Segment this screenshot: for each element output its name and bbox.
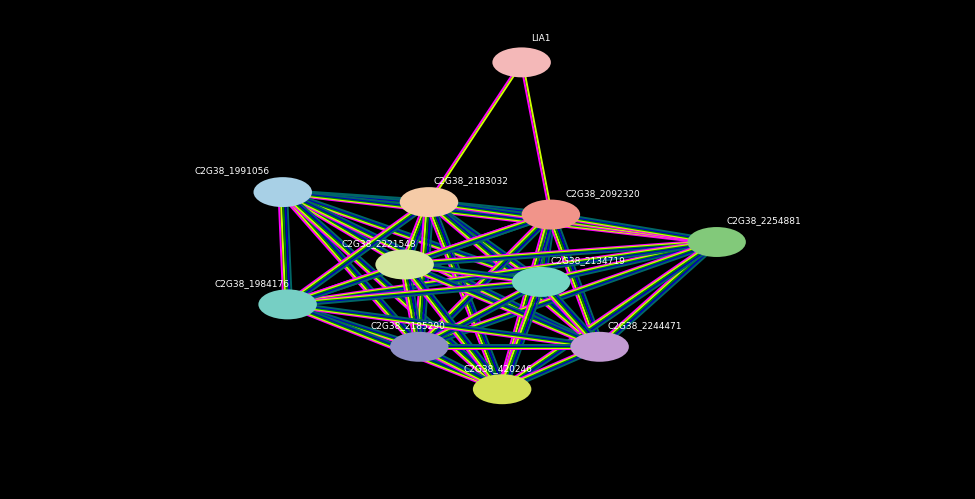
Circle shape (254, 177, 312, 207)
Circle shape (375, 250, 434, 279)
Text: C2G38_2254881: C2G38_2254881 (726, 217, 801, 226)
Text: C2G38_2244471: C2G38_2244471 (607, 321, 682, 330)
Circle shape (570, 332, 629, 362)
Text: C2G38_2092320: C2G38_2092320 (566, 189, 641, 198)
Circle shape (400, 187, 458, 217)
Circle shape (390, 332, 448, 362)
Text: C2G38_2221548: C2G38_2221548 (341, 239, 416, 248)
Circle shape (522, 200, 580, 230)
Circle shape (687, 227, 746, 257)
Circle shape (512, 267, 570, 297)
Text: C2G38_2183032: C2G38_2183032 (434, 176, 509, 185)
Text: LIA1: LIA1 (531, 34, 551, 43)
Text: C2G38_2134719: C2G38_2134719 (551, 256, 626, 265)
Circle shape (258, 289, 317, 319)
Circle shape (492, 47, 551, 77)
Text: C2G38_420246: C2G38_420246 (463, 364, 532, 373)
Text: C2G38_2185290: C2G38_2185290 (370, 321, 446, 330)
Text: C2G38_1991056: C2G38_1991056 (195, 166, 270, 175)
Text: C2G38_1984176: C2G38_1984176 (214, 279, 290, 288)
Circle shape (473, 374, 531, 404)
